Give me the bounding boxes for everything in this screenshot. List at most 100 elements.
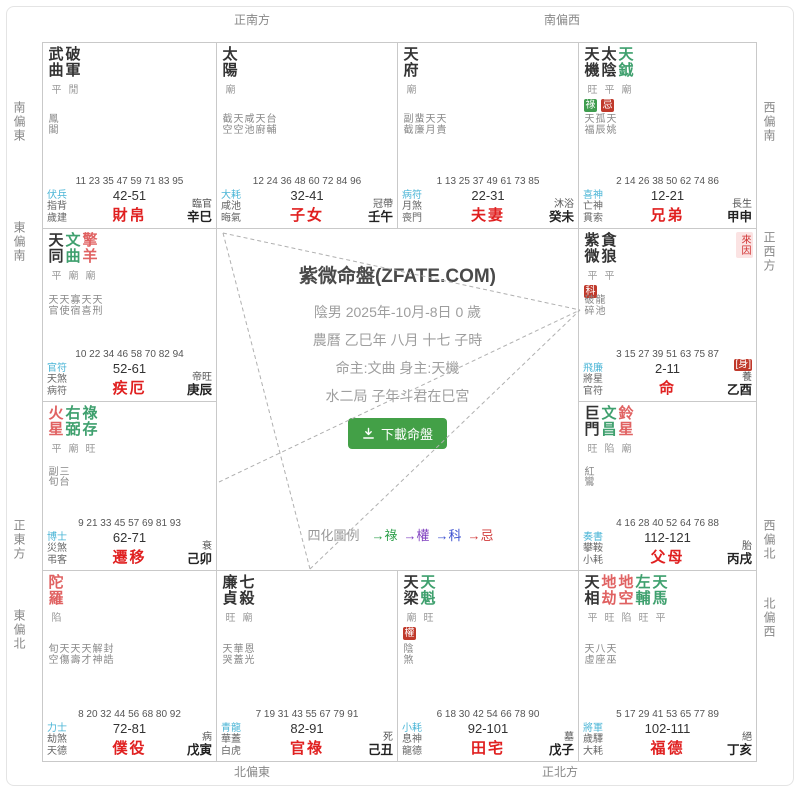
life-stage: 長生 (732, 199, 752, 210)
palace-cell-pu-yi: 陀羅陷旬空天傷天壽天才解神封誥 8 20 32 44 56 68 80 92 72-… (43, 571, 216, 761)
star-擎羊: 擎羊 (82, 232, 98, 265)
star-天相: 天相 (584, 574, 600, 607)
decade-range: 2-11 (654, 361, 681, 376)
ganzhi: 戊子 (548, 743, 574, 757)
minor-star-鳳閣: 鳳閣 (48, 114, 59, 136)
life-stage: 冠帶 (373, 199, 393, 210)
minor-stars: 天官天使寡宿天喜天刑 (48, 296, 103, 317)
minor-star-副旬: 副旬 (48, 466, 59, 489)
minor-star-天廚: 天廚 (255, 114, 266, 136)
transform-badge-權: 權 (403, 627, 416, 640)
left-god-攀鞍: 攀鞍 (583, 543, 603, 554)
right-stage-column: 帝旺 庚辰 (187, 372, 212, 397)
life-stage: 沐浴 (554, 199, 574, 210)
brightness-row: 平旺陷旺平 (587, 613, 666, 624)
palace-name: 父母 (650, 549, 685, 566)
palace-bottom-block: 8 20 32 44 56 68 80 92 72-81 僕役 (43, 709, 216, 758)
body-palace-badge: [身] (734, 359, 752, 371)
download-chart-button[interactable]: 下載命盤 (347, 418, 447, 449)
left-god-將軍: 將軍 (583, 722, 603, 734)
left-gods-column: 喜神 亡神 貫索 (583, 190, 603, 225)
compass-label-bottom-1: 正北方 (541, 765, 579, 779)
decade-range: 32-41 (290, 188, 324, 203)
minor-star-天喜: 天喜 (81, 295, 92, 317)
palace-cell-ji-e: 天同文曲擎羊平廟廟天官天使寡宿天喜天刑 10 22 34 46 58 70 82 … (43, 229, 216, 401)
star-天馬: 天馬 (652, 574, 668, 607)
minor-star-孤辰: 孤辰 (595, 114, 606, 136)
brightness-row: 廟 (406, 85, 417, 96)
left-gods-column: 伏兵 指背 歲建 (47, 190, 67, 225)
left-god-將星: 將星 (583, 374, 603, 385)
minor-star-解神: 解神 (92, 644, 103, 666)
decade-range: 102-111 (644, 721, 691, 736)
life-stage: 臨官 (192, 199, 212, 210)
palace-bottom-block: 9 21 33 45 57 69 81 93 62-71 遷移 (43, 518, 216, 567)
minor-stars: 截空天空咸池天廚台輔 (222, 115, 277, 136)
ganzhi: 丁亥 (726, 743, 752, 757)
left-gods-column: 病符 月煞 喪門 (402, 190, 422, 225)
palace-bottom-block: 2 14 26 38 50 62 74 86 12-21 兄弟 (579, 176, 756, 225)
minor-ages-row: 5 17 29 41 53 65 77 89 (616, 709, 719, 720)
download-icon (363, 427, 374, 439)
right-stage-column: 病戊寅 (187, 732, 212, 757)
right-stage-column: 沐浴 癸未 (549, 199, 574, 224)
brightness-row: 平廟旺 (51, 444, 96, 455)
star-紫微: 紫微 (584, 232, 600, 265)
minor-star-天才: 天才 (81, 644, 92, 666)
left-god-天德: 天德 (47, 745, 67, 757)
palace-bottom-block: 10 22 34 46 58 70 82 94 52-61 疾厄 (43, 349, 216, 398)
left-gods-column: 小耗 息神 龍德 (402, 723, 422, 758)
minor-star-台輔: 台輔 (266, 114, 277, 136)
left-god-大耗: 大耗 (221, 189, 241, 201)
corner-badge-laiyin: 來因 (736, 232, 753, 258)
left-god-白虎: 白虎 (221, 745, 241, 757)
minor-ages-row: 9 21 33 45 57 69 81 93 (78, 518, 181, 529)
life-stage: 養 (742, 372, 752, 383)
decade-range: 112-121 (644, 530, 691, 545)
right-stage-column: 臨官 辛巳 (187, 199, 212, 224)
chart-info: 陰男 2025年-10月-8日 0 歲 農曆 乙巳年 八月 十七 子時 命主:文… (217, 298, 578, 410)
info-line-masters: 命主:文曲 身主:天機 (335, 360, 460, 376)
ganzhi: 己卯 (186, 552, 212, 566)
palace-cell-xiong-di: 天機太陰天鉞旺平廟祿忌天福孤辰天姚 2 14 26 38 50 62 74 86 1… (579, 43, 756, 228)
compass-label-right-3: 北偏西 (762, 597, 776, 639)
minor-stars: 破碎龍池 (584, 296, 606, 317)
minor-star-八座: 八座 (595, 644, 606, 666)
decade-range: 92-101 (467, 721, 509, 736)
left-gods-column: 將軍 歲驛 大耗 (583, 723, 603, 758)
minor-star-陰煞: 陰煞 (403, 644, 414, 666)
palace-bottom-block: 3 15 27 39 51 63 75 87 2-11 命 (579, 349, 756, 398)
star-天機: 天機 (584, 46, 600, 79)
left-god-小耗: 小耗 (583, 554, 603, 566)
minor-star-華蓋: 華蓋 (233, 644, 244, 666)
ganzhi: 己丑 (367, 743, 393, 757)
left-gods-column: 奏書 攀鞍 小耗 (583, 532, 603, 567)
left-god-青龍: 青龍 (221, 722, 241, 734)
palace-cell-tian-zhai: 天梁天魁廟旺權陰煞 6 18 30 42 54 66 78 90 92-101 田宅 小… (398, 571, 578, 761)
right-stage-column: 冠帶 壬午 (368, 199, 393, 224)
main-stars: 武曲破軍 (48, 47, 216, 79)
minor-star-天月: 天月 (425, 114, 436, 136)
compass-label-right-1: 正西方 (762, 231, 776, 273)
info-line-lunar-date: 農曆 乙巳年 八月 十七 子時 (312, 332, 483, 348)
left-god-亡神: 亡神 (583, 201, 603, 212)
minor-ages-row: 10 22 34 46 58 70 82 94 (75, 349, 184, 360)
compass-label-right-2: 西偏北 (762, 519, 776, 561)
star-太陽: 太陽 (222, 46, 238, 79)
life-stage: 絕 (742, 732, 752, 743)
transform-badge-祿: 祿 (584, 99, 597, 112)
star-巨門: 巨門 (584, 405, 600, 438)
left-god-官符: 官符 (583, 385, 603, 397)
left-gods-column: 博士 災煞 弔客 (47, 532, 67, 567)
transform-badges: 權 (403, 627, 578, 640)
life-stage: 墓 (564, 732, 574, 743)
compass-label-left-3: 東偏北 (12, 609, 26, 651)
left-god-病符: 病符 (47, 385, 67, 397)
minor-star-天姚: 天姚 (606, 114, 617, 136)
star-七殺: 七殺 (239, 574, 255, 607)
palace-bottom-block: 4 16 28 40 52 64 76 88 112-121 父母 (579, 518, 756, 567)
info-line-gender-date: 陰男 2025年-10月-8日 0 歲 (313, 304, 482, 320)
star-文曲: 文曲 (65, 232, 81, 265)
left-god-病符: 病符 (402, 189, 422, 201)
transform-badge-科: 科 (584, 285, 597, 298)
